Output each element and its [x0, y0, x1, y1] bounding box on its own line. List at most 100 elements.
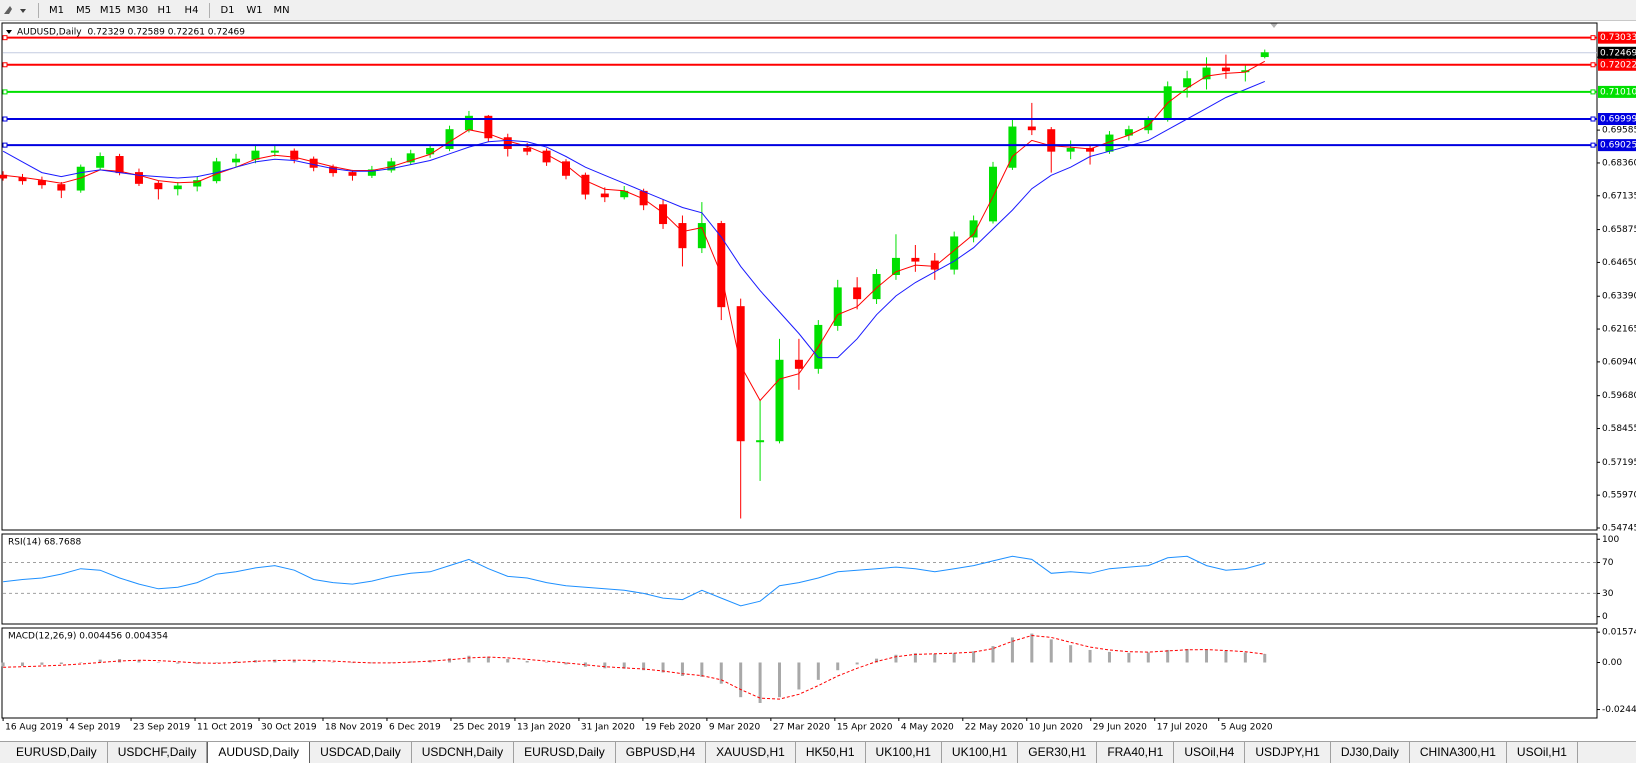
- chart-tabs: EURUSD,Daily USDCHF,Daily AUDUSD,Daily USDC…: [0, 741, 1636, 763]
- macd-bar: [234, 660, 238, 663]
- chart-tab[interactable]: HK50,H1: [796, 742, 866, 763]
- timeframe-button[interactable]: W1: [246, 4, 263, 16]
- timeframe-toolbar: M1 M5 M15 M30 H1 H4 D1 W1 MN: [0, 0, 1636, 21]
- macd-bar: [1010, 637, 1014, 663]
- macd-bar: [506, 659, 510, 663]
- x-tick-label: 11 Oct 2019: [197, 723, 253, 733]
- level-handle: [2, 35, 8, 41]
- chart-tab[interactable]: GER30,H1: [1018, 742, 1098, 763]
- candle-body: [542, 150, 551, 163]
- candle-body: [1086, 147, 1095, 152]
- chart-tab[interactable]: FRA40,H1: [1097, 742, 1175, 763]
- level-label: 0.71010: [1600, 87, 1636, 97]
- candle-body: [232, 158, 241, 163]
- x-tick-label: 30 Oct 2019: [261, 723, 317, 733]
- candle-body: [173, 185, 182, 190]
- y-tick-label: 70: [1602, 558, 1614, 568]
- candle-body: [833, 287, 842, 326]
- panel-quote: 0.72329 0.72589 0.72261 0.72469: [88, 28, 246, 38]
- y-tick-label: 0.59680: [1602, 391, 1636, 401]
- y-tick-label: 0.67135: [1602, 191, 1636, 201]
- macd-bar: [700, 662, 704, 677]
- candle-body: [367, 169, 376, 176]
- candle-body: [581, 174, 590, 195]
- chart-tab[interactable]: GBPUSD,H4: [616, 742, 707, 763]
- candle-body: [134, 172, 143, 184]
- macd-bar: [1146, 652, 1150, 663]
- chart-tab[interactable]: UK100,H1: [866, 742, 942, 763]
- timeframe-button[interactable]: M1: [49, 4, 64, 16]
- timeframe-button[interactable]: H4: [184, 4, 199, 16]
- timeframe-button[interactable]: MN: [273, 4, 290, 16]
- level-label-box: [1598, 58, 1636, 71]
- candle-body: [989, 166, 998, 222]
- level-handle: [1590, 89, 1596, 95]
- chart-tab[interactable]: USDCHF,Daily: [108, 742, 208, 763]
- chart-tab[interactable]: USOil,H4: [1174, 742, 1246, 763]
- timeframe-button[interactable]: M30: [126, 4, 149, 16]
- macd-bar: [855, 662, 859, 665]
- x-tick-label: 27 Mar 2020: [773, 723, 830, 733]
- y-tick-label: 0.68360: [1602, 158, 1636, 168]
- macd-bar: [661, 662, 665, 673]
- macd-bar: [59, 662, 63, 665]
- macd-bar: [739, 662, 743, 698]
- x-tick-label: 18 Nov 2019: [325, 723, 383, 733]
- timeframe-button[interactable]: M5: [76, 4, 91, 16]
- timeframe-button[interactable]: M15: [99, 4, 122, 16]
- level-label-box: [1598, 139, 1636, 152]
- level-label-box: [1598, 31, 1636, 44]
- candle-body: [659, 204, 668, 225]
- candle-body: [154, 182, 163, 190]
- candle-body: [251, 150, 260, 160]
- candle-body: [1183, 78, 1192, 88]
- y-tick-label: 0.69585: [1602, 126, 1636, 136]
- y-tick-label: 0.00: [1602, 658, 1622, 668]
- macd-bar: [836, 662, 840, 671]
- chart-tab[interactable]: USDJPY,H1: [1245, 742, 1331, 763]
- candle-body: [853, 287, 862, 300]
- chart-tab[interactable]: USDCNH,Daily: [412, 742, 515, 763]
- macd-bar: [409, 661, 413, 663]
- candle-body: [1144, 118, 1153, 131]
- macd-bar: [816, 662, 820, 680]
- macd-bar: [758, 662, 762, 703]
- bid-label: 0.72469: [1600, 48, 1636, 58]
- toolbar-icon[interactable]: [0, 0, 34, 21]
- timeframe-button[interactable]: H1: [157, 4, 172, 16]
- candle-body: [756, 440, 765, 443]
- macd-bar: [603, 662, 607, 669]
- separator: [209, 2, 210, 18]
- shift-marker: [1270, 23, 1278, 28]
- bid-label-box: [1598, 46, 1636, 59]
- chart-tab[interactable]: CHINA300,H1: [1410, 742, 1507, 763]
- chart-tab[interactable]: DJ30,Daily: [1331, 742, 1410, 763]
- chart-tab[interactable]: XAUUSD,H1: [706, 742, 796, 763]
- macd-bar: [1243, 652, 1247, 663]
- candle-body: [503, 137, 512, 149]
- chart-tab[interactable]: USOil,H1: [1507, 742, 1578, 763]
- macd-bar: [680, 662, 684, 676]
- macd-bar: [1, 662, 5, 667]
- candle-body: [270, 150, 279, 153]
- chart-tab[interactable]: UK100,H1: [942, 742, 1019, 763]
- chart-tab[interactable]: EURUSD,Daily: [514, 742, 616, 763]
- candle-body: [523, 147, 532, 152]
- candle-body: [969, 220, 978, 238]
- y-tick-label: -0.02441: [1602, 705, 1636, 715]
- candle-body: [891, 257, 900, 275]
- x-tick-label: 15 Apr 2020: [837, 723, 893, 733]
- chart-tab[interactable]: AUDUSD,Daily: [207, 742, 311, 763]
- header-arrow: [6, 30, 12, 34]
- candle-body: [1008, 126, 1017, 168]
- macd-bar: [1224, 650, 1228, 663]
- macd-bar: [1185, 649, 1189, 663]
- chart-tab[interactable]: USDCAD,Daily: [310, 742, 412, 763]
- chart-tab[interactable]: EURUSD,Daily: [6, 742, 108, 763]
- x-tick-label: 5 Aug 2020: [1221, 723, 1273, 733]
- x-tick-label: 16 Aug 2019: [5, 723, 63, 733]
- macd-bar: [797, 662, 801, 690]
- panel-frame: [1, 533, 1598, 625]
- timeframe-button[interactable]: D1: [220, 4, 235, 16]
